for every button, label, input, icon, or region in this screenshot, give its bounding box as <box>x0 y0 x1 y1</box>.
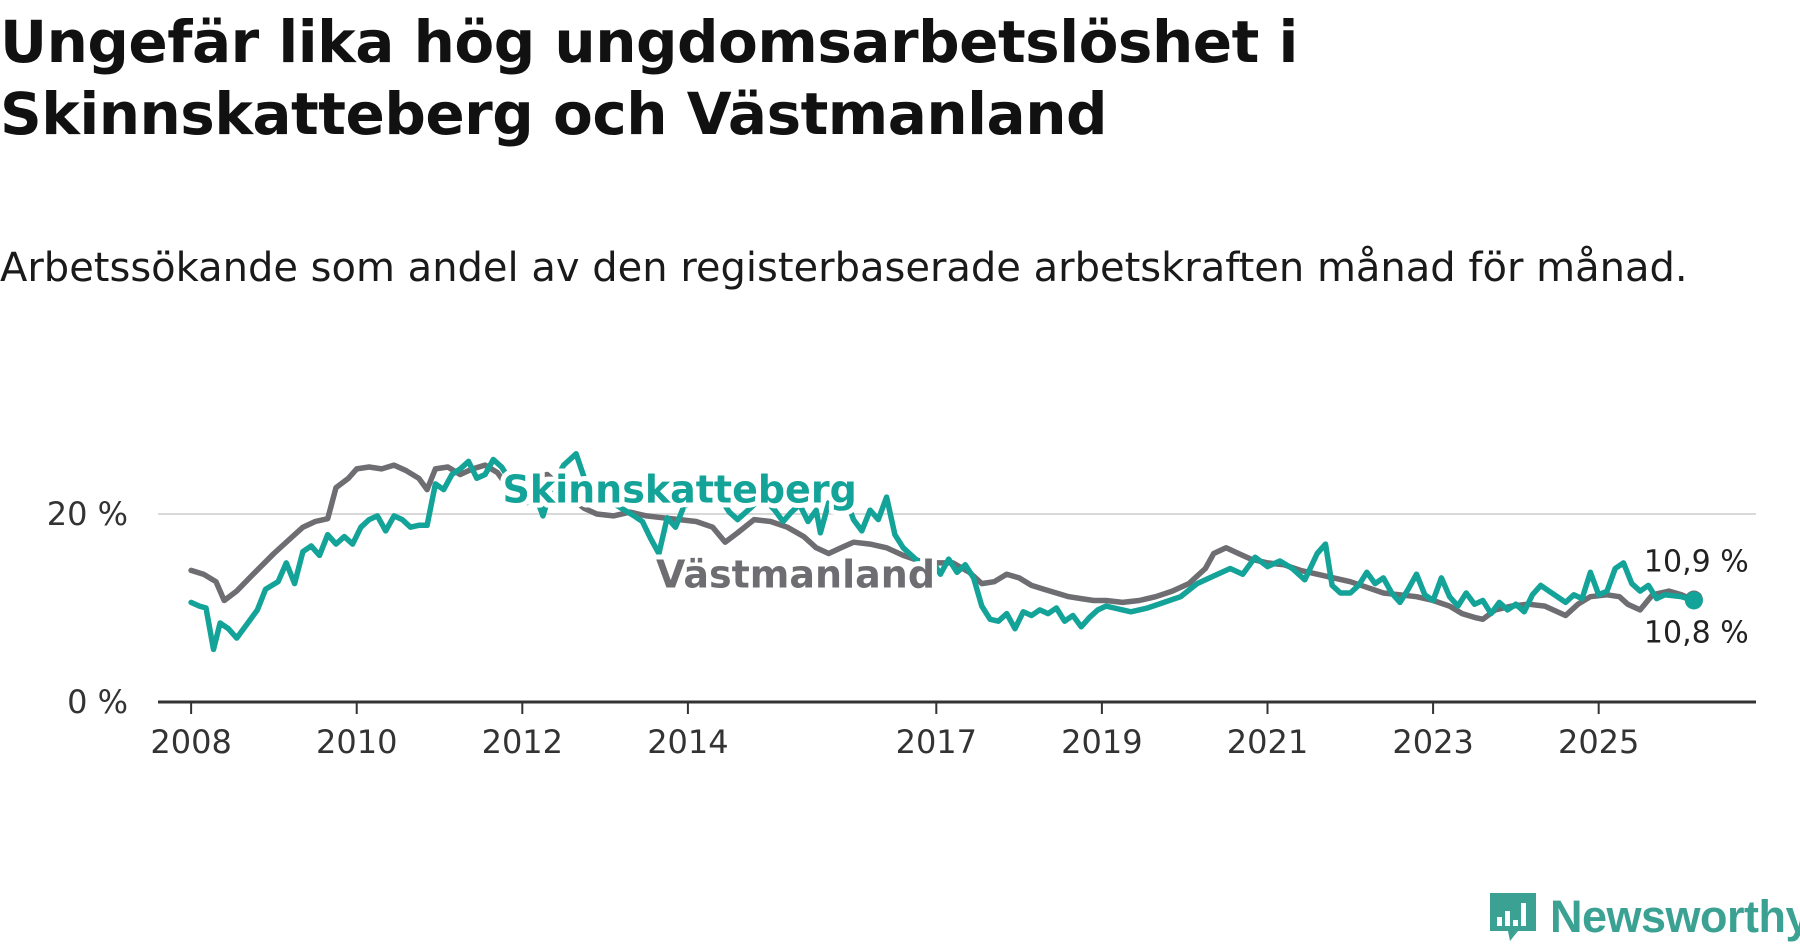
series-labels: VästmanlandVästmanlandSkinnskattebergSki… <box>497 463 1752 655</box>
newsworthy-logo: Newsworthy <box>1488 887 1800 947</box>
series-label-halo: Västmanland <box>656 552 935 596</box>
chart-title: Ungefär lika hög ungdomsarbetslöshet i S… <box>0 8 1298 148</box>
x-tick-label: 2023 <box>1392 723 1473 761</box>
x-tick-label: 2017 <box>896 723 977 761</box>
chart-subtitle: Arbetssökande som andel av den registerb… <box>0 245 1688 291</box>
line-chart: 0 % 20 % 2008 2010 2012 2014 2017 2019 2021 2023… <box>47 451 1756 761</box>
end-value-label: 10,8 % <box>1644 615 1749 650</box>
x-tick-label: 2014 <box>647 723 728 761</box>
x-axis-ticks: 2008 2010 2012 2014 2017 2019 2021 2023 2025 <box>150 702 1639 761</box>
newsworthy-logo-icon <box>1490 893 1536 941</box>
end-value-label: 10,9 % <box>1644 545 1749 580</box>
y-tick-label: 0 % <box>67 683 128 721</box>
x-tick-label: 2008 <box>150 723 231 761</box>
series-line-skinnskatteberg <box>188 451 1697 653</box>
x-tick-label: 2021 <box>1227 723 1308 761</box>
end-value-label-halo: 10,8 % <box>1644 615 1749 650</box>
brand-name: Newsworthy <box>1550 891 1800 942</box>
series-lines <box>188 451 1703 653</box>
x-tick-label: 2025 <box>1558 723 1639 761</box>
x-tick-label: 2012 <box>482 723 563 761</box>
series-label: Skinnskatteberg <box>502 468 856 512</box>
x-tick-label: 2010 <box>316 723 397 761</box>
series-end-dot <box>1684 591 1703 610</box>
x-tick-label: 2019 <box>1061 723 1142 761</box>
y-axis-ticks: 0 % 20 % <box>47 495 128 721</box>
series-label: Västmanland <box>656 552 935 596</box>
end-value-label-halo: 10,9 % <box>1644 545 1749 580</box>
series-label-halo: Skinnskatteberg <box>502 468 856 512</box>
y-tick-label: 20 % <box>47 495 128 533</box>
